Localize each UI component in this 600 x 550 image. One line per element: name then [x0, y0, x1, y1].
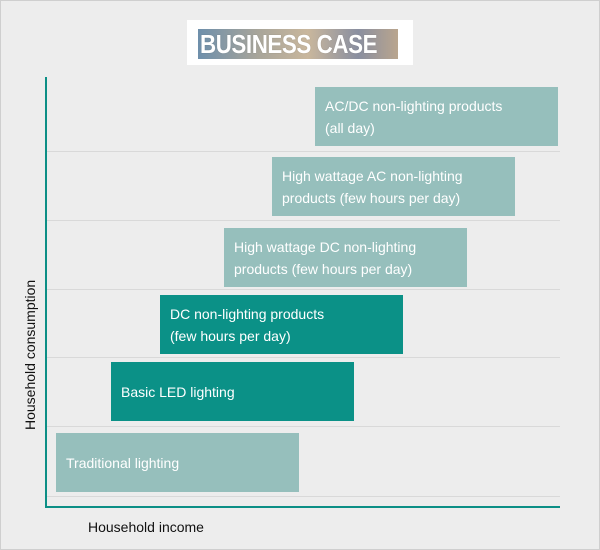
step-box-label: High wattage AC non-lighting — [282, 167, 463, 184]
gridline — [47, 426, 560, 427]
gridline — [47, 220, 560, 221]
step-box-label: (all day) — [325, 119, 375, 136]
diagram-title: BUSINESS CASE — [200, 29, 378, 59]
gridline — [47, 289, 560, 290]
step-box-label: AC/DC non-lighting products — [325, 97, 503, 114]
step-box-label: products (few hours per day) — [234, 260, 413, 277]
step-box-label: products (few hours per day) — [282, 189, 461, 206]
step-box-label: DC non-lighting products — [170, 305, 325, 322]
x-axis-label: Household income — [88, 519, 204, 535]
step-box-1: Traditional lighting — [56, 433, 299, 492]
step-box-4: High wattage DC non-lighting products (fe… — [224, 228, 467, 287]
title-banner: BUSINESS CASE — [187, 20, 413, 65]
step-box-label: Basic LED lighting — [121, 383, 235, 400]
y-axis-label: Household consumption — [22, 279, 38, 430]
step-box-6: AC/DC non-lighting products (all day) — [315, 87, 558, 146]
y-axis-line — [45, 77, 47, 507]
x-axis-line — [45, 506, 560, 508]
step-box-3: DC non-lighting products (few hours per d… — [160, 295, 403, 354]
gridline — [47, 496, 560, 497]
title-photo-background — [198, 29, 398, 59]
step-box-5: High wattage AC non-lighting products (fe… — [272, 157, 515, 216]
step-box-label: Traditional lighting — [66, 454, 180, 471]
gridline — [47, 357, 560, 358]
step-box-2: Basic LED lighting — [111, 362, 354, 421]
step-box-label: (few hours per day) — [170, 327, 291, 344]
step-box-label: High wattage DC non-lighting — [234, 238, 417, 255]
gridline — [47, 151, 560, 152]
